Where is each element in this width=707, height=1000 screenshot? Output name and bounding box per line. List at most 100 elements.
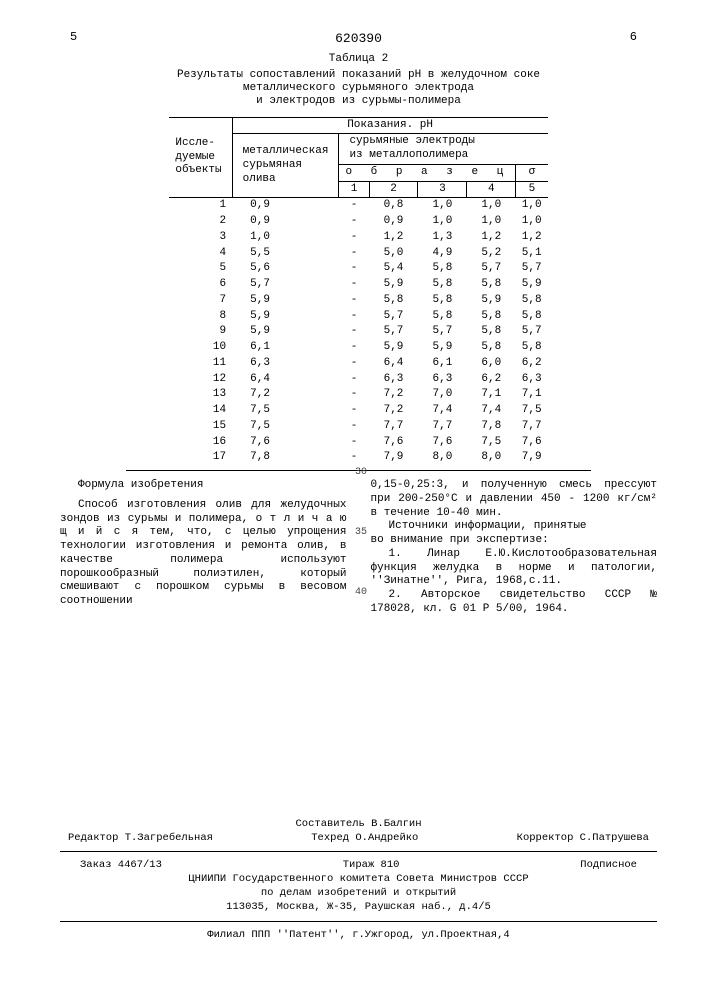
table-row: 55,6-5,45,85,75,7 — [169, 261, 547, 277]
table-row: 157,5-7,77,77,87,7 — [169, 419, 547, 435]
table-cell: 1,2 — [369, 230, 418, 246]
table-cell: 0,9 — [232, 198, 339, 214]
table-cell: - — [339, 198, 369, 214]
table-cell: 5,8 — [467, 309, 516, 325]
table-cell: 9 — [169, 324, 232, 340]
table-body: 10,9-0,81,01,01,020,9-0,91,01,01,031,0-1… — [169, 198, 547, 466]
table-cell: 5,9 — [232, 309, 339, 325]
table-cell: - — [339, 261, 369, 277]
table-cell: - — [339, 387, 369, 403]
table-cell: 5,2 — [467, 246, 516, 262]
table-cell: 7,1 — [467, 387, 516, 403]
table-cell: 7,1 — [516, 387, 548, 403]
table-cell: 5,8 — [467, 277, 516, 293]
table-cell: 5,8 — [467, 324, 516, 340]
table-cell: 7,6 — [516, 435, 548, 451]
table-cell: 7 — [169, 293, 232, 309]
col-num: 5 — [516, 181, 548, 198]
table-cell: 6,3 — [516, 372, 548, 388]
table-cell: 5,8 — [516, 293, 548, 309]
org-line: по делам изобретений и открытий — [60, 886, 657, 900]
table-cell: 5,7 — [369, 309, 418, 325]
table-row: 10,9-0,81,01,01,0 — [169, 198, 547, 214]
table-cell: 5,9 — [467, 293, 516, 309]
table-cell: 5,8 — [418, 293, 467, 309]
table-cell: 4 — [169, 246, 232, 262]
table-cell: 7,5 — [467, 435, 516, 451]
editor: Редактор Т.Загребельная — [68, 831, 213, 845]
document-number: 620390 — [60, 31, 657, 47]
page-num-right: 6 — [630, 30, 637, 45]
table-cell: 1,0 — [418, 198, 467, 214]
table-cell: 7,6 — [232, 435, 339, 451]
org-line: ЦНИИПИ Государственного комитета Совета … — [60, 872, 657, 886]
table-row: 116,3-6,46,16,06,2 — [169, 356, 547, 372]
table-cell: 5,0 — [369, 246, 418, 262]
order-number: Заказ 4467/13 — [80, 858, 162, 872]
table-cell: - — [339, 277, 369, 293]
table-cell: 5,8 — [516, 309, 548, 325]
col-num: 1 — [339, 181, 369, 198]
line-number: 35 — [355, 527, 367, 540]
table-cell: 5,8 — [418, 309, 467, 325]
subscription: Подписное — [580, 858, 637, 872]
table-cell: 7,6 — [369, 435, 418, 451]
table-cell: - — [339, 403, 369, 419]
table-cell: 3 — [169, 230, 232, 246]
table-cell: 7,9 — [369, 450, 418, 466]
table-cell: - — [339, 419, 369, 435]
table-cell: - — [339, 435, 369, 451]
branch-line: Филиал ППП ''Патент'', г.Ужгород, ул.Про… — [60, 928, 657, 942]
col-head-sample: о б р а з е ц — [339, 164, 516, 181]
footer-block: Составитель В.Балгин Редактор Т.Загребел… — [60, 817, 657, 942]
reference-2: 2. Авторское свидетельство СССР № 178028… — [371, 589, 658, 617]
table-cell: 6,4 — [232, 372, 339, 388]
col-head-sigma: σ — [516, 164, 548, 181]
line-number: 30 — [355, 467, 367, 480]
table-cell: 12 — [169, 372, 232, 388]
table-cell: 1 — [169, 198, 232, 214]
table-cell: 13 — [169, 387, 232, 403]
data-table: Иссле- дуемые объекты Показания. pH мета… — [169, 117, 547, 467]
table-cell: 6,4 — [369, 356, 418, 372]
table-cell: 5,6 — [232, 261, 339, 277]
table-cell: 6,1 — [232, 340, 339, 356]
table-cell: 5,7 — [516, 324, 548, 340]
table-row: 106,1-5,95,95,85,8 — [169, 340, 547, 356]
left-paragraph: Способ изготовления олив для желудочных … — [60, 499, 347, 609]
table-cell: 7,2 — [232, 387, 339, 403]
table-cell: 1,0 — [232, 230, 339, 246]
tech-editor: Техред О.Андрейко — [311, 831, 418, 845]
table-cell: - — [339, 214, 369, 230]
table-row: 65,7-5,95,85,85,9 — [169, 277, 547, 293]
col-head-polymer: сурьмяные электроды из металлополимера — [339, 134, 548, 165]
formula-title: Формула изобретения — [60, 479, 347, 493]
table-cell: 1,0 — [516, 214, 548, 230]
table-cell: 1,0 — [418, 214, 467, 230]
table-cell: 6,0 — [467, 356, 516, 372]
table-row: 177,8-7,98,08,07,9 — [169, 450, 547, 466]
table-cell: 5,7 — [232, 277, 339, 293]
table-cell: 11 — [169, 356, 232, 372]
col-num: 2 — [369, 181, 418, 198]
col-num: 4 — [467, 181, 516, 198]
page-num-left: 5 — [70, 30, 77, 45]
table-cell: 5,1 — [516, 246, 548, 262]
col-head-objects: Иссле- дуемые объекты — [169, 117, 232, 198]
table-cell: 5,8 — [369, 293, 418, 309]
table-label: Таблица 2 — [60, 53, 657, 67]
table-cell: 6,1 — [418, 356, 467, 372]
table-cell: 16 — [169, 435, 232, 451]
table-cell: - — [339, 246, 369, 262]
table-cell: 1,2 — [516, 230, 548, 246]
table-cell: - — [339, 356, 369, 372]
table-cell: - — [339, 324, 369, 340]
table-cell: 1,3 — [418, 230, 467, 246]
footer-rule — [60, 921, 657, 922]
table-cell: 6,3 — [232, 356, 339, 372]
table-cell: 5,9 — [369, 277, 418, 293]
table-cell: 5,9 — [232, 293, 339, 309]
table-row: 85,9-5,75,85,85,8 — [169, 309, 547, 325]
table-row: 31,0-1,21,31,21,2 — [169, 230, 547, 246]
table-cell: 8,0 — [467, 450, 516, 466]
